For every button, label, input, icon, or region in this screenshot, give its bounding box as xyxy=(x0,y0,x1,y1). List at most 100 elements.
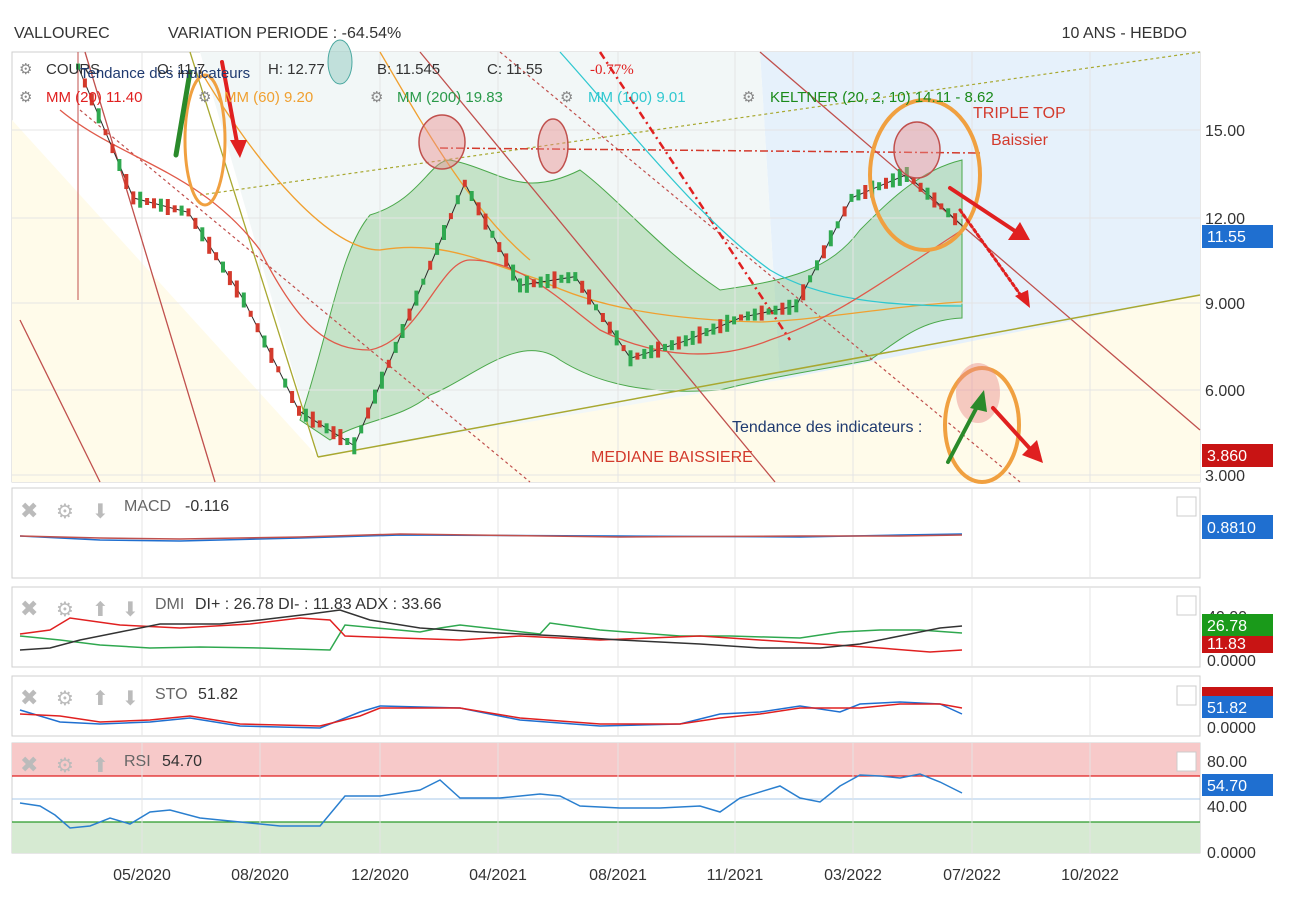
macd-badge-bg xyxy=(1202,515,1273,539)
x-tick: 05/2020 xyxy=(113,867,171,884)
close-icon[interactable]: ✖ xyxy=(20,752,38,777)
y-tick: 15.00 xyxy=(1205,123,1245,140)
candle xyxy=(145,198,150,205)
candle xyxy=(110,144,115,154)
candle xyxy=(690,330,695,345)
rsi-label: RSI xyxy=(124,753,151,770)
candle xyxy=(89,93,94,106)
candle xyxy=(676,336,681,350)
ind-mm60: MM (60) 9.20 xyxy=(224,89,313,106)
red-price-badge: 3.860 xyxy=(1207,448,1247,465)
candle xyxy=(366,407,371,419)
candle xyxy=(828,230,833,247)
price-panel: TRIPLE TOP Baissier Tendance des indicat… xyxy=(11,39,1273,485)
rsi-tick: 80.00 xyxy=(1207,754,1247,771)
gear-icon[interactable]: ⚙ xyxy=(19,89,32,106)
arrow-up-icon[interactable]: ⬆ xyxy=(92,599,109,621)
candle xyxy=(262,335,267,348)
candle xyxy=(303,408,308,422)
candle xyxy=(338,429,343,446)
gear-icon[interactable]: ⚙ xyxy=(56,501,74,523)
x-tick: 07/2022 xyxy=(943,867,1001,884)
candle xyxy=(794,299,799,313)
candle xyxy=(421,278,426,285)
ind-mm100: MM (100) 9.01 xyxy=(588,89,686,106)
candle xyxy=(911,177,916,184)
sto-value: 51.82 xyxy=(198,686,238,703)
ind-keltner: KELTNER (20, 2, 10) 14.11 - 8.62 xyxy=(770,89,994,106)
macd-panel: ✖ ⚙ ⬇ MACD -0.116 0.8810 xyxy=(11,487,1273,579)
candle xyxy=(221,261,225,273)
candle xyxy=(890,173,895,188)
candle xyxy=(559,274,564,283)
candle xyxy=(780,302,785,315)
candle xyxy=(773,305,778,315)
candle xyxy=(193,217,198,229)
arrow-down-icon[interactable]: ⬇ xyxy=(122,599,139,621)
rsi-panel: ✖ ⚙ ⬆ RSI 54.70 80.00 54.70 40.00 0.0000 xyxy=(11,742,1273,862)
x-tick: 08/2020 xyxy=(231,867,289,884)
last-price-badge: 11.55 xyxy=(1207,229,1246,246)
candle xyxy=(297,405,301,416)
candle xyxy=(269,347,274,363)
gear-icon[interactable]: ⚙ xyxy=(198,89,211,106)
gear-icon[interactable]: ⚙ xyxy=(370,89,383,106)
candle xyxy=(752,308,757,321)
gear-icon[interactable]: ⚙ xyxy=(742,89,755,106)
candle xyxy=(649,345,654,359)
candle xyxy=(172,205,177,213)
candle xyxy=(531,279,536,288)
gear-icon[interactable]: ⚙ xyxy=(56,755,74,777)
panel-checkbox[interactable] xyxy=(1176,751,1197,772)
candle xyxy=(580,280,585,293)
candle xyxy=(725,314,730,332)
candle xyxy=(552,271,557,289)
candle xyxy=(317,420,322,428)
x-tick: 03/2022 xyxy=(824,867,882,884)
candle xyxy=(587,289,592,305)
candle xyxy=(642,348,647,359)
chart-title: VALLOUREC xyxy=(14,25,110,42)
last-price-badge-bg xyxy=(1202,225,1273,248)
gear-icon[interactable]: ⚙ xyxy=(56,688,74,710)
candle xyxy=(248,310,253,317)
arrow-down-icon[interactable]: ⬇ xyxy=(122,688,139,710)
candle xyxy=(835,221,840,229)
panel-checkbox[interactable] xyxy=(1176,496,1197,517)
panel-checkbox[interactable] xyxy=(1176,685,1197,706)
sto-tick-bottom: 0.0000 xyxy=(1207,720,1256,737)
candle xyxy=(462,179,467,187)
candle xyxy=(932,192,937,208)
arrow-up-icon[interactable]: ⬆ xyxy=(92,755,109,777)
candle xyxy=(158,198,163,212)
candle xyxy=(518,278,522,293)
candle xyxy=(379,371,384,389)
candle xyxy=(801,284,806,301)
tendance-indicateurs-label: Tendance des indicateurs : xyxy=(732,419,922,436)
candle xyxy=(476,202,481,216)
red-badge-bg xyxy=(1202,444,1273,467)
candle xyxy=(953,213,958,226)
candle xyxy=(373,389,377,404)
gear-icon[interactable]: ⚙ xyxy=(560,89,573,106)
close-icon[interactable]: ✖ xyxy=(20,498,38,523)
dmi-red-badge: 11.83 xyxy=(1207,636,1246,653)
ohlc-close: C: 11.55 xyxy=(487,61,543,78)
candle xyxy=(448,213,453,220)
candle xyxy=(152,198,156,209)
candle xyxy=(821,245,826,259)
arrow-down-icon[interactable]: ⬇ xyxy=(92,501,109,523)
close-icon[interactable]: ✖ xyxy=(20,685,38,710)
candle xyxy=(386,359,391,368)
candle xyxy=(739,314,743,321)
ohlc-low: B: 11.545 xyxy=(377,61,440,78)
rsi-badge: 54.70 xyxy=(1207,778,1247,795)
close-icon[interactable]: ✖ xyxy=(20,596,38,621)
gear-icon[interactable]: ⚙ xyxy=(19,61,32,78)
period-label: 10 ANS - HEBDO xyxy=(1062,25,1187,42)
candle xyxy=(849,193,854,202)
gear-icon[interactable]: ⚙ xyxy=(56,599,74,621)
arrow-up-icon[interactable]: ⬆ xyxy=(92,688,109,710)
panel-checkbox[interactable] xyxy=(1176,595,1197,616)
